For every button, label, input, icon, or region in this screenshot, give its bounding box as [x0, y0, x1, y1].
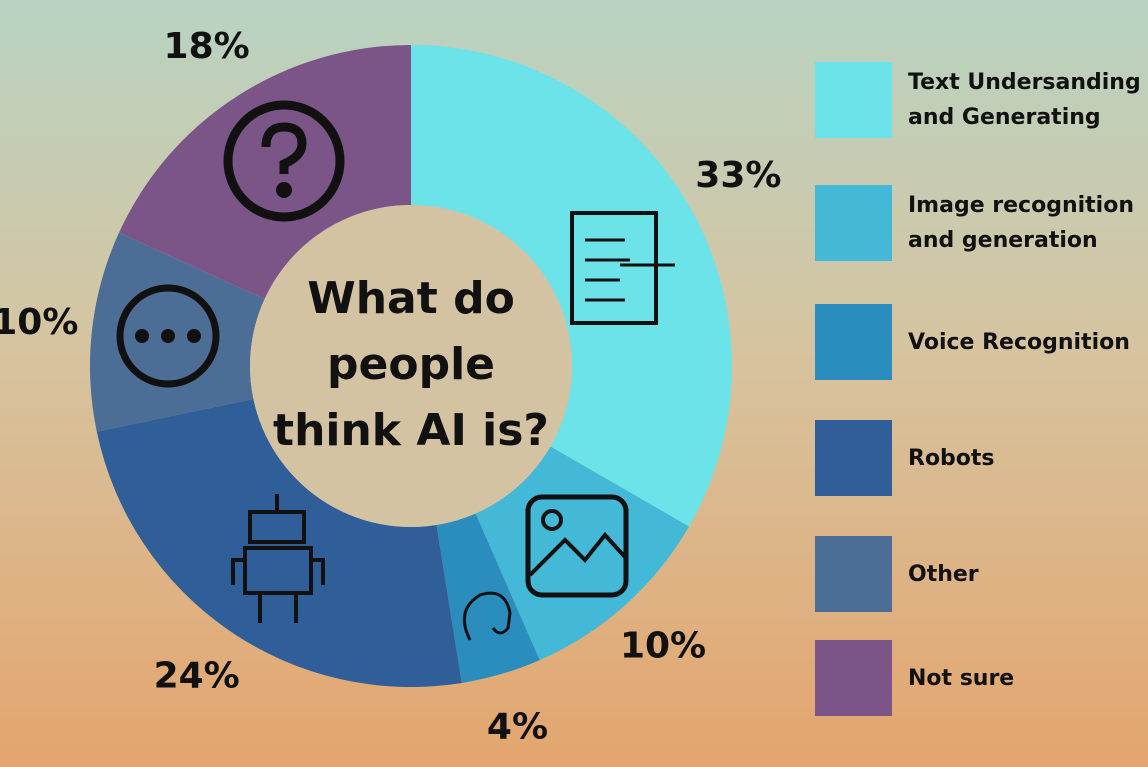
donut-slice — [475, 446, 689, 661]
value-label: 33% — [695, 155, 781, 196]
robot-icon — [243, 546, 313, 595]
donut-slice — [436, 513, 540, 683]
more-icon — [116, 284, 220, 388]
question-icon — [261, 122, 307, 174]
value-label: 10% — [620, 626, 706, 667]
legend-swatch — [815, 640, 892, 716]
more-icon — [135, 329, 149, 343]
more-icon — [161, 329, 175, 343]
legend-swatch — [815, 62, 892, 138]
legend-swatch — [815, 536, 892, 612]
legend-swatch — [815, 185, 892, 261]
image-icon — [541, 509, 563, 531]
value-label: 4% — [487, 707, 548, 748]
donut-slice — [89, 232, 265, 432]
value-label: 10% — [0, 302, 78, 343]
legend-swatch — [815, 304, 892, 380]
legend-label: Other — [908, 561, 979, 587]
legend-label: Image recognition and generation — [908, 193, 1134, 253]
labels: 33% 10% 4% 24% 10% 18% — [0, 26, 781, 748]
document-icon — [585, 238, 675, 302]
voice-icon — [462, 591, 512, 641]
legend-label: Not sure — [908, 665, 1015, 691]
image-icon — [525, 494, 629, 598]
question-icon — [223, 100, 345, 222]
legend-label: Voice Recognition — [908, 329, 1130, 355]
robot-icon — [231, 494, 325, 623]
legend-label: Robots — [908, 445, 995, 471]
legend-label: Text Undersanding and Generating — [908, 70, 1141, 130]
donut-hole — [250, 205, 572, 527]
legend-swatch — [815, 420, 892, 496]
value-label: 24% — [154, 655, 240, 696]
icons — [116, 100, 675, 641]
value-label: 18% — [164, 26, 250, 67]
document-icon — [570, 211, 658, 325]
center-title: What do people think AI is? — [273, 273, 549, 456]
question-icon — [276, 182, 292, 198]
donut-slice — [119, 45, 412, 300]
image-icon — [528, 531, 627, 577]
more-icon — [187, 329, 201, 343]
